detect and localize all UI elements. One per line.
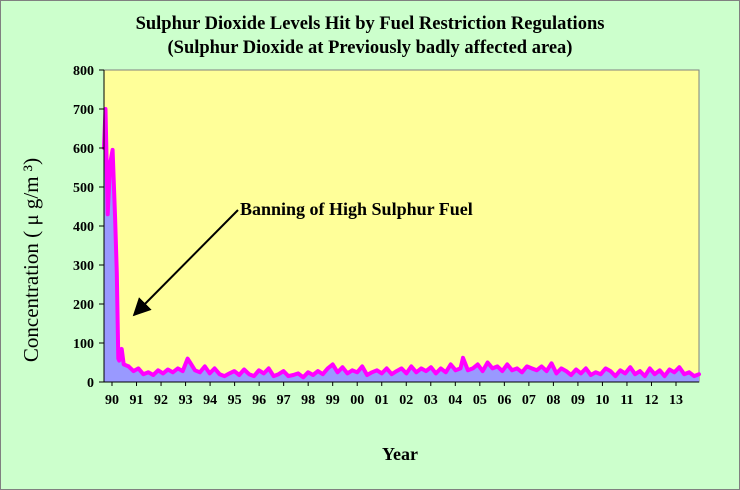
y-tick-label: 0	[87, 376, 94, 391]
x-tick-label: 08	[546, 393, 560, 408]
x-tick-label: 00	[350, 393, 364, 408]
x-tick-label: 95	[228, 393, 242, 408]
x-tick-label: 90	[105, 393, 119, 408]
y-axis-ticks: 0 100 200 300 400 500 600 700 800	[73, 64, 104, 391]
annotation-text: Banning of High Sulphur Fuel	[240, 199, 473, 219]
chart-title-block: Sulphur Dioxide Levels Hit by Fuel Restr…	[0, 12, 740, 60]
x-tick-label: 96	[252, 393, 266, 408]
x-tick-label: 09	[571, 393, 585, 408]
x-tick-label: 11	[620, 393, 633, 408]
x-tick-label: 97	[277, 393, 291, 408]
y-tick-label: 700	[73, 103, 94, 118]
x-tick-label: 05	[473, 393, 487, 408]
x-tick-label: 07	[522, 393, 536, 408]
x-tick-label: 13	[669, 393, 683, 408]
x-tick-label: 02	[399, 393, 413, 408]
x-tick-label: 01	[375, 393, 389, 408]
y-axis-label: Concentration ( μ g/m ³)	[19, 158, 43, 362]
x-tick-label: 03	[424, 393, 438, 408]
x-tick-label: 99	[326, 393, 340, 408]
chart-subtitle: (Sulphur Dioxide at Previously badly aff…	[167, 38, 573, 58]
x-tick-label: 94	[203, 393, 217, 408]
x-tick-label: 91	[130, 393, 144, 408]
data-layer	[102, 107, 701, 382]
y-tick-label: 200	[73, 298, 94, 313]
y-tick-label: 600	[73, 142, 94, 157]
x-tick-label: 12	[644, 393, 658, 408]
y-tick-label: 800	[73, 64, 94, 79]
x-tick-label: 04	[448, 393, 462, 408]
x-tick-label: 06	[497, 393, 511, 408]
x-tick-label: 92	[154, 393, 168, 408]
y-tick-label: 500	[73, 181, 94, 196]
y-tick-label: 300	[73, 259, 94, 274]
x-axis-ticks: 90 91 92 93 94 95 96 97 98 99 00 01 02 03 04 05 06 07 08 09…	[105, 382, 683, 408]
x-tick-label: 10	[595, 393, 609, 408]
plot-area	[103, 69, 700, 383]
x-tick-label: 93	[179, 393, 193, 408]
annotation-arrow	[132, 209, 239, 317]
x-tick-label: 98	[301, 393, 315, 408]
chart-title: Sulphur Dioxide Levels Hit by Fuel Restr…	[135, 14, 605, 34]
x-axis-label: Year	[382, 444, 418, 464]
y-tick-label: 100	[73, 337, 94, 352]
series-line	[102, 107, 701, 380]
y-tick-label: 400	[73, 220, 94, 235]
